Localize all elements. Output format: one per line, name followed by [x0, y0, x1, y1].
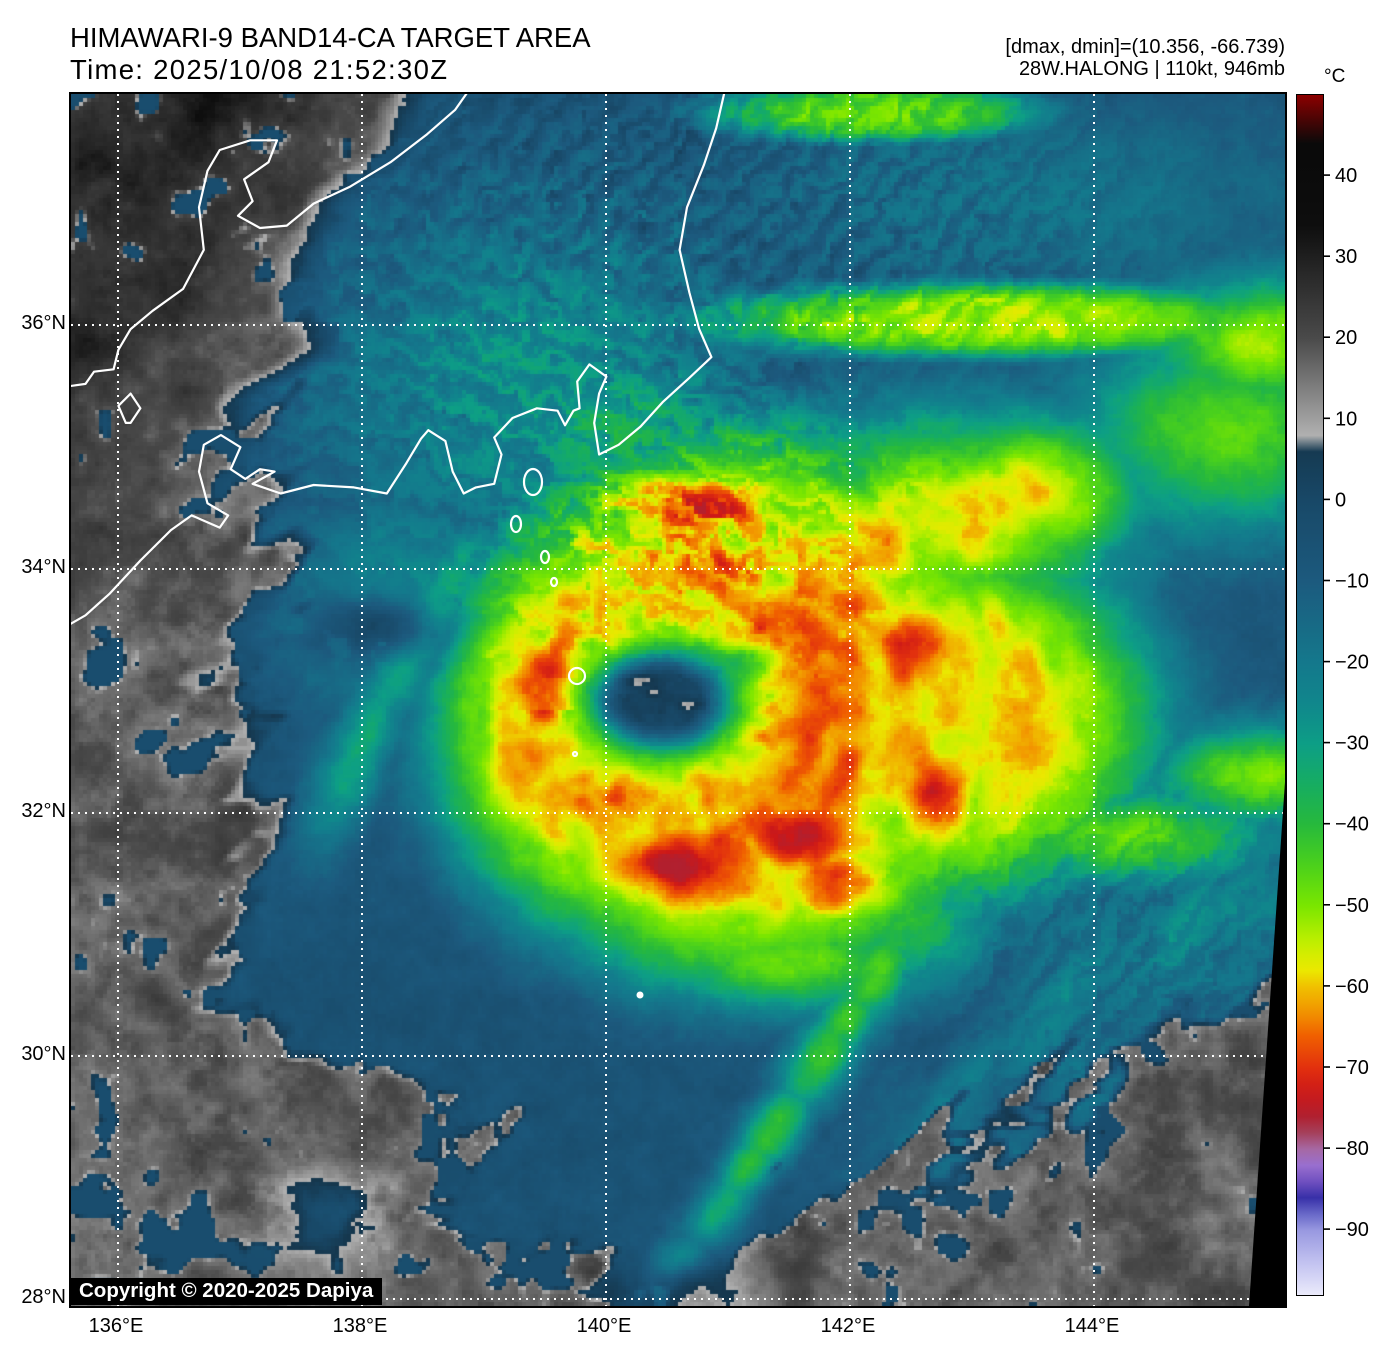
svg-text:−50: −50 — [1335, 895, 1369, 917]
svg-text:−90: −90 — [1335, 1219, 1369, 1241]
svg-text:−20: −20 — [1335, 652, 1369, 674]
svg-text:40: 40 — [1335, 165, 1357, 187]
svg-text:−80: −80 — [1335, 1138, 1369, 1160]
svg-text:−60: −60 — [1335, 976, 1369, 998]
svg-text:−70: −70 — [1335, 1057, 1369, 1079]
svg-text:−30: −30 — [1335, 733, 1369, 755]
svg-text:0: 0 — [1335, 489, 1346, 511]
svg-text:−10: −10 — [1335, 571, 1369, 593]
svg-text:30: 30 — [1335, 246, 1357, 268]
svg-text:−40: −40 — [1335, 814, 1369, 836]
svg-text:10: 10 — [1335, 408, 1357, 430]
svg-text:20: 20 — [1335, 327, 1357, 349]
